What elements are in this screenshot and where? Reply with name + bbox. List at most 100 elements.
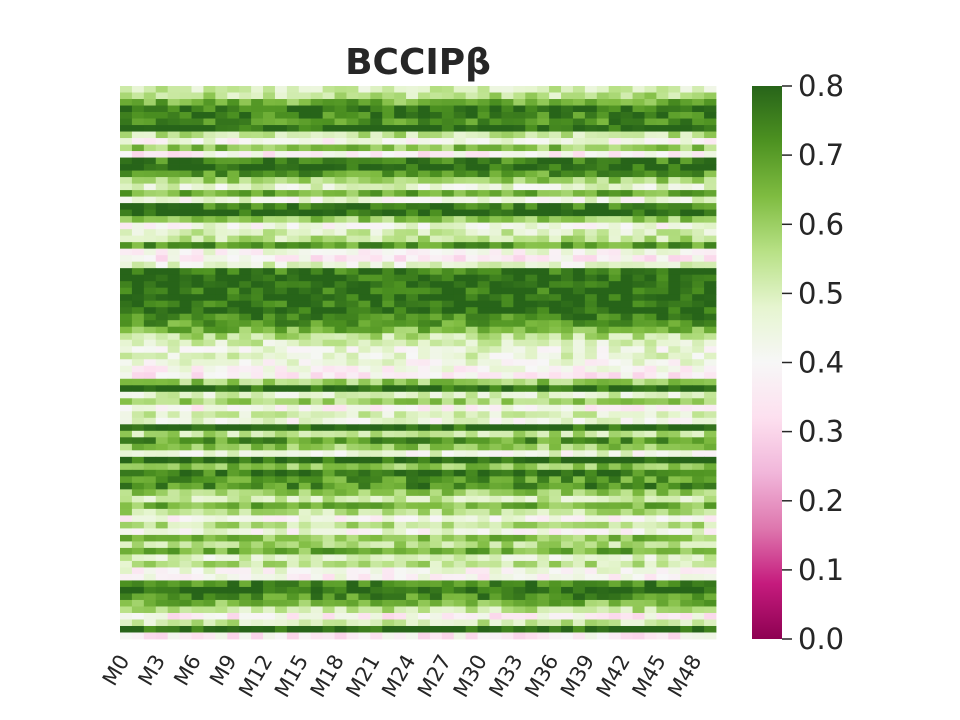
heatmap-cell	[441, 398, 455, 406]
heatmap-cell	[418, 313, 431, 321]
heatmap-cell	[572, 502, 586, 510]
heatmap-cell	[596, 333, 610, 341]
heatmap-cell	[501, 404, 514, 412]
heatmap-cell	[155, 144, 169, 152]
heatmap-cell	[596, 235, 610, 243]
heatmap-cell	[179, 573, 192, 581]
heatmap-cell	[143, 352, 157, 360]
heatmap-cell	[298, 443, 312, 451]
heatmap-cell	[179, 391, 192, 399]
heatmap-cell	[501, 534, 514, 542]
heatmap-cell	[251, 612, 264, 620]
heatmap-cell	[298, 229, 312, 237]
heatmap-cell	[358, 242, 371, 250]
heatmap-cell	[501, 632, 514, 640]
heatmap-cell	[298, 131, 312, 139]
heatmap-cell	[692, 573, 705, 581]
heatmap-cell	[155, 593, 169, 601]
heatmap-cell	[310, 352, 324, 360]
heatmap-cell	[501, 417, 514, 425]
heatmap-cell	[501, 469, 514, 477]
heatmap-cell	[358, 125, 371, 132]
heatmap-cell	[143, 138, 157, 145]
heatmap-cell	[561, 131, 574, 139]
heatmap-cell	[489, 567, 502, 575]
heatmap-cell	[704, 450, 717, 458]
heatmap-cell	[274, 92, 288, 100]
heatmap-cell	[167, 398, 180, 406]
heatmap-cell	[131, 138, 145, 145]
heatmap-cell	[561, 417, 574, 425]
heatmap-cell	[692, 99, 705, 106]
heatmap-cell	[513, 450, 526, 458]
heatmap-cell	[298, 242, 312, 250]
heatmap-cell	[406, 593, 419, 601]
heatmap-cell	[310, 495, 324, 503]
heatmap-cell	[525, 417, 538, 425]
heatmap-cell	[406, 196, 419, 204]
heatmap-cell	[179, 528, 192, 536]
heatmap-cell	[453, 508, 467, 516]
heatmap-cell	[668, 287, 681, 295]
heatmap-cell	[489, 138, 502, 145]
heatmap-cell	[382, 151, 395, 158]
heatmap-cell	[608, 294, 622, 302]
heatmap-cell	[537, 398, 550, 406]
heatmap-cell	[322, 573, 335, 581]
heatmap-cell	[406, 352, 419, 360]
heatmap-cell	[668, 99, 681, 106]
heatmap-cell	[251, 287, 264, 295]
heatmap-cell	[251, 541, 264, 549]
heatmap-cell	[334, 404, 347, 412]
heatmap-cell	[406, 417, 419, 425]
heatmap-cell	[632, 599, 645, 607]
heatmap-cell	[418, 450, 431, 458]
heatmap-cell	[477, 599, 490, 607]
heatmap-cell	[227, 287, 240, 295]
heatmap-cell	[310, 443, 324, 451]
heatmap-cell	[120, 534, 133, 542]
heatmap-cell	[215, 294, 228, 302]
heatmap-cell	[310, 586, 324, 594]
heatmap-cell	[203, 430, 216, 438]
heatmap-cell	[656, 300, 669, 308]
heatmap-cell	[370, 261, 383, 269]
heatmap-cell	[656, 430, 669, 438]
heatmap-cell	[513, 378, 526, 386]
heatmap-cell	[620, 378, 633, 386]
heatmap-cell	[406, 365, 419, 373]
heatmap-cell	[501, 196, 514, 204]
heatmap-cell	[572, 599, 586, 607]
heatmap-cell	[632, 190, 645, 197]
heatmap-cell	[561, 424, 574, 432]
heatmap-cell	[191, 593, 204, 601]
heatmap-cell	[167, 450, 180, 458]
heatmap-cell	[298, 359, 312, 367]
heatmap-cell	[263, 333, 276, 341]
heatmap-cell	[370, 424, 383, 432]
heatmap-cell	[274, 242, 288, 250]
heatmap-cell	[680, 424, 693, 432]
heatmap-cell	[429, 209, 443, 217]
heatmap-cell	[251, 313, 264, 321]
heatmap-cell	[680, 391, 693, 399]
heatmap-cell	[644, 138, 657, 145]
heatmap-cell	[644, 352, 657, 360]
heatmap-cell	[668, 567, 681, 575]
heatmap-cell	[370, 528, 383, 536]
heatmap-cell	[227, 632, 240, 640]
heatmap-cell	[298, 430, 312, 438]
heatmap-cell	[596, 463, 610, 471]
heatmap-cell	[334, 450, 347, 458]
heatmap-cell	[537, 385, 550, 393]
heatmap-cell	[155, 398, 169, 406]
heatmap-cell	[668, 196, 681, 204]
heatmap-cell	[263, 183, 276, 191]
heatmap-cell	[692, 177, 705, 184]
heatmap-cell	[155, 92, 169, 100]
heatmap-cell	[179, 216, 192, 224]
heatmap-cell	[382, 534, 395, 542]
colorbar-tick-label: 0.8	[798, 69, 844, 103]
heatmap-cell	[167, 352, 180, 360]
